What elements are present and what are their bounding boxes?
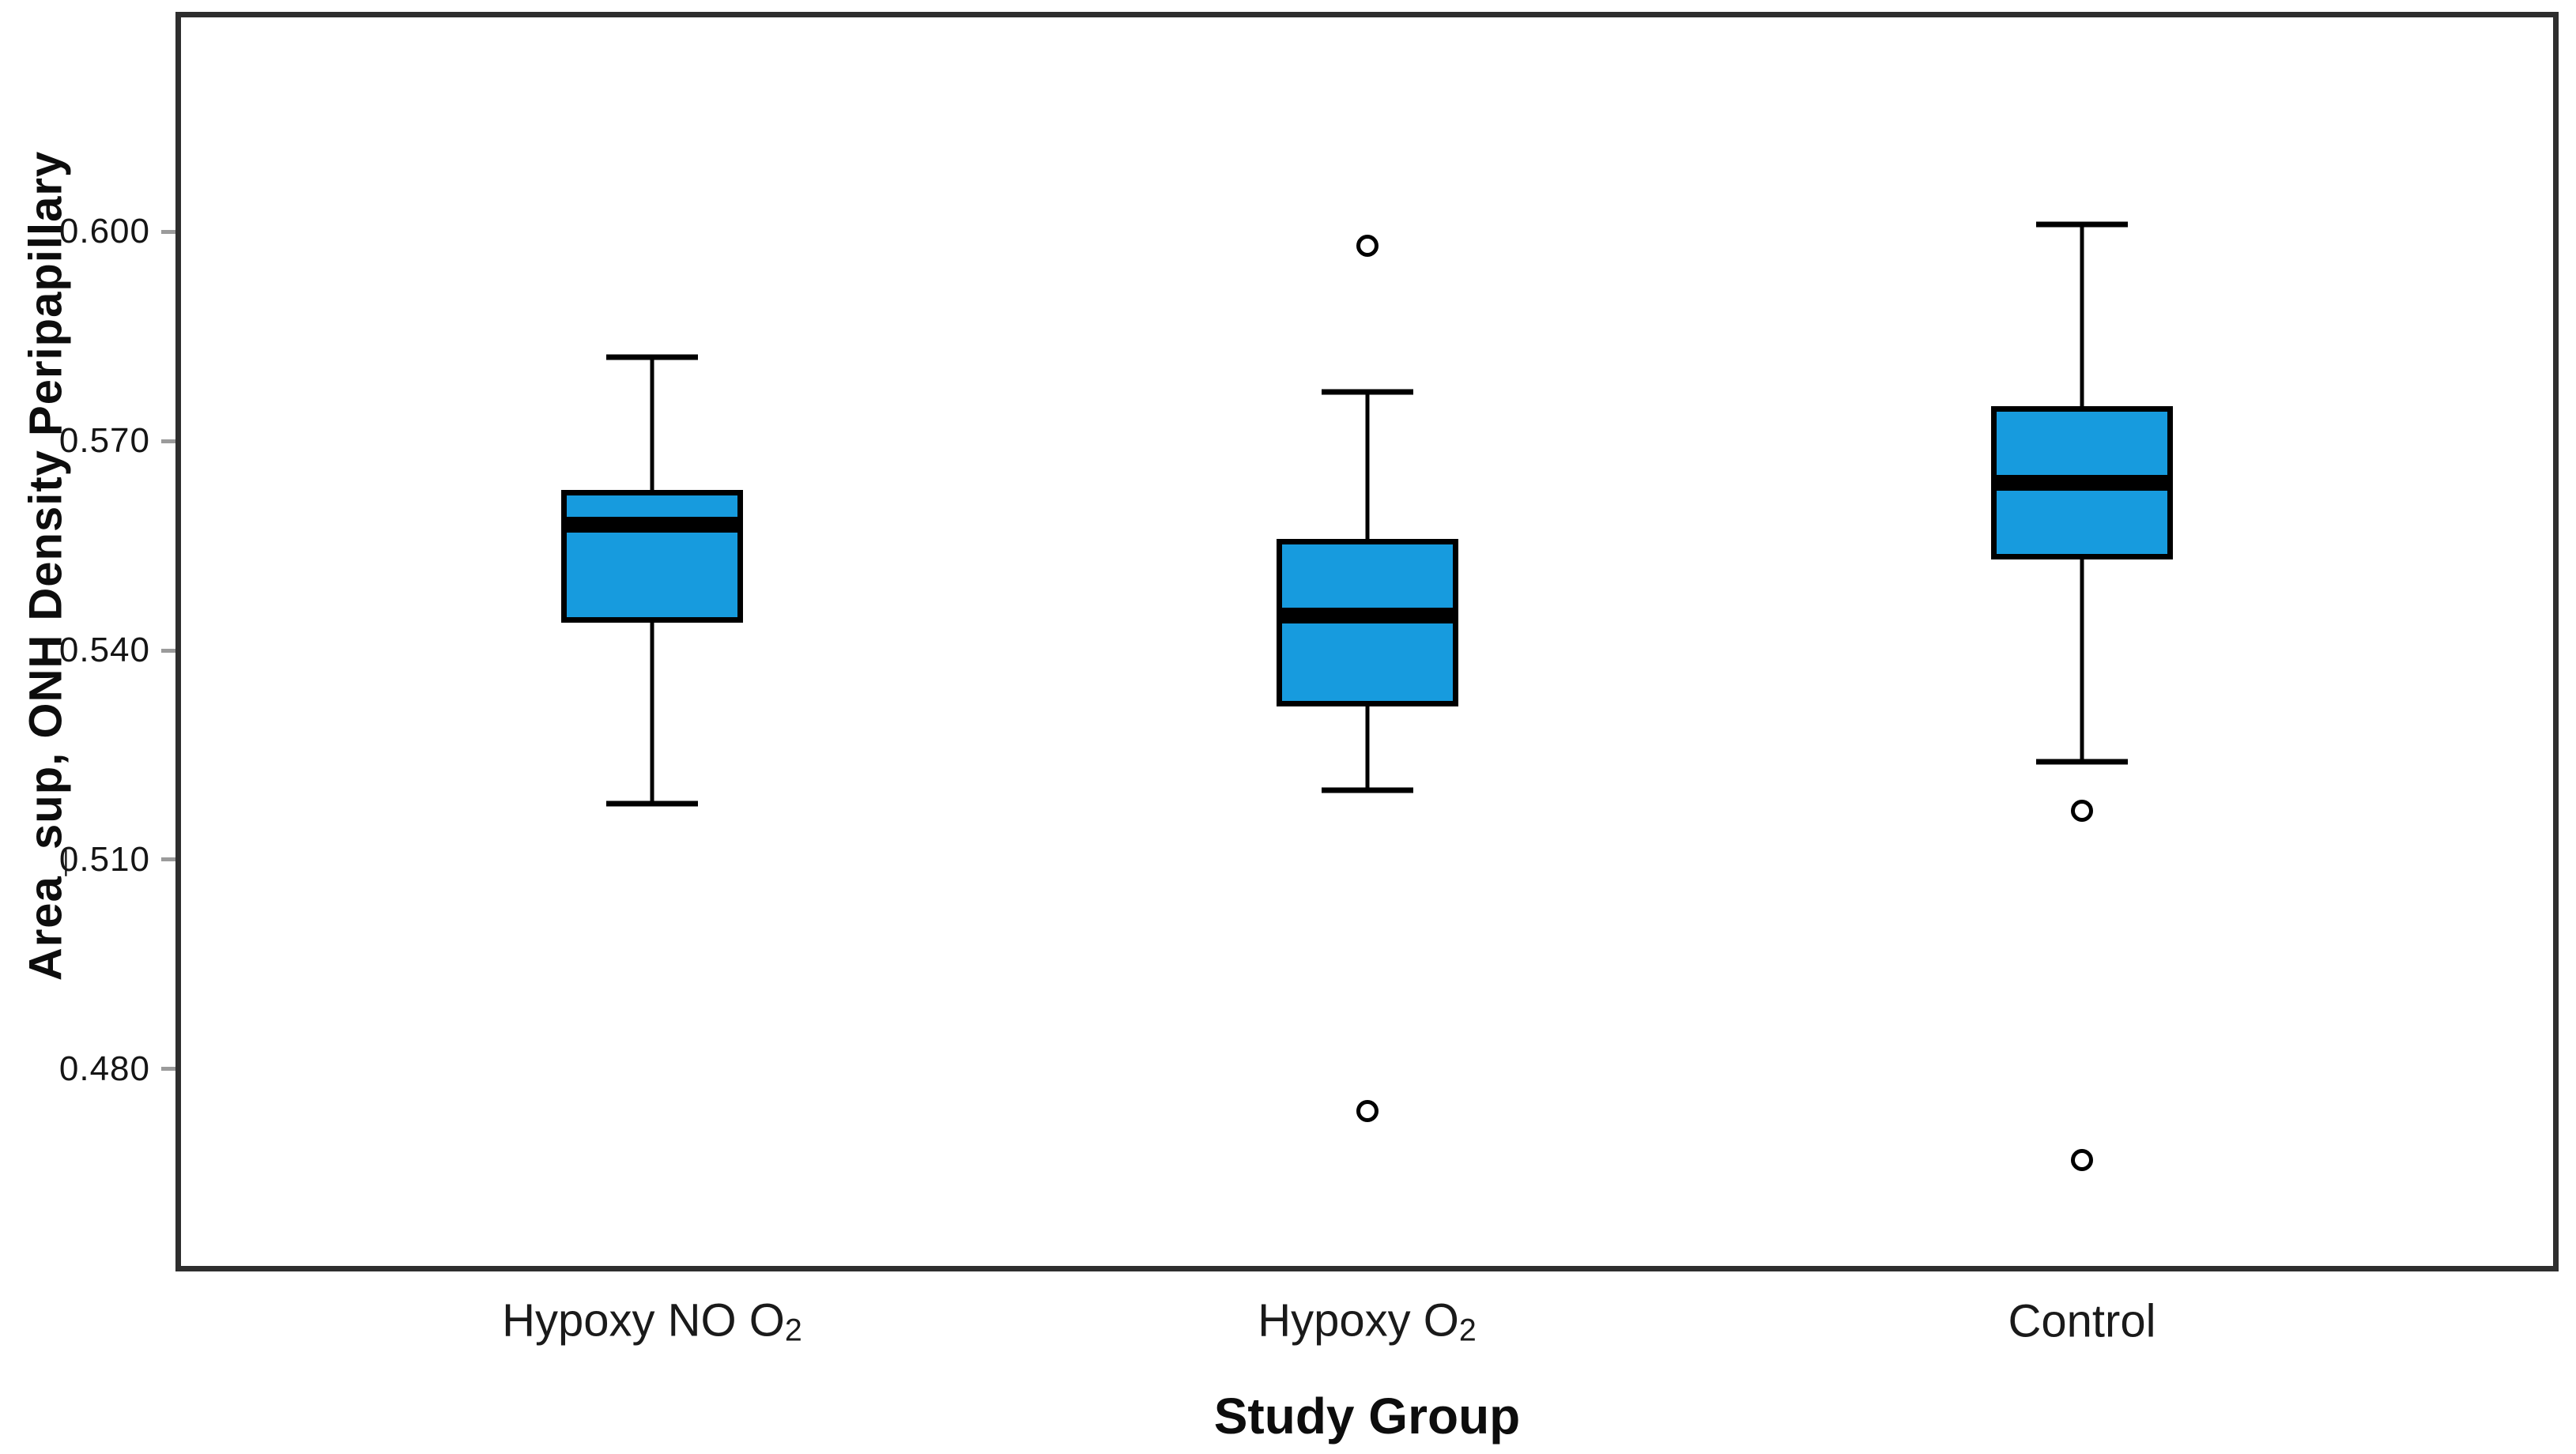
y-tick-mark — [161, 439, 175, 443]
lower-whisker-cap-hypoxy-o2 — [1321, 787, 1413, 793]
y-tick-mark — [161, 229, 175, 234]
median-line-hypoxy-no-o2 — [561, 517, 743, 533]
upper-whisker-stem-hypoxy-no-o2 — [650, 357, 654, 490]
y-tick-label: 0.510 — [58, 839, 150, 879]
outlier-point-hypoxy-o2 — [1356, 1099, 1379, 1122]
lower-whisker-stem-control — [2080, 559, 2084, 763]
upper-whisker-cap-hypoxy-o2 — [1321, 389, 1413, 395]
median-line-control — [1991, 475, 2173, 492]
lower-whisker-stem-hypoxy-no-o2 — [650, 622, 654, 804]
y-tick-label: 0.600 — [58, 212, 150, 251]
y-tick-mark — [161, 1067, 175, 1072]
upper-whisker-cap-hypoxy-no-o2 — [606, 354, 698, 360]
y-tick-label: 0.480 — [58, 1049, 150, 1088]
y-tick-label: 0.570 — [58, 421, 150, 461]
category-label-1: Hypoxy NO O2 — [502, 1294, 802, 1348]
y-tick-label: 0.540 — [58, 631, 150, 670]
outlier-point-control — [2071, 800, 2093, 823]
y-tick-mark — [161, 857, 175, 862]
category-label-3: Control — [2008, 1295, 2156, 1347]
subscript-2: 2 — [1458, 1313, 1477, 1348]
x-axis-title: Study Group — [1213, 1388, 1521, 1445]
lower-whisker-stem-hypoxy-o2 — [1365, 706, 1369, 790]
lower-whisker-cap-control — [2036, 759, 2128, 765]
iqr-box-hypoxy-no-o2 — [561, 489, 743, 623]
lower-whisker-cap-hypoxy-no-o2 — [606, 800, 698, 807]
upper-whisker-stem-hypoxy-o2 — [1365, 392, 1369, 539]
y-tick-mark — [161, 648, 175, 653]
upper-whisker-cap-control — [2036, 221, 2128, 228]
outlier-point-control — [2071, 1148, 2093, 1171]
subscript-2: 2 — [784, 1313, 802, 1348]
category-label-2: Hypoxy O2 — [1258, 1294, 1477, 1348]
upper-whisker-stem-control — [2080, 224, 2084, 406]
outlier-point-hypoxy-o2 — [1356, 234, 1379, 257]
median-line-hypoxy-o2 — [1276, 607, 1458, 623]
